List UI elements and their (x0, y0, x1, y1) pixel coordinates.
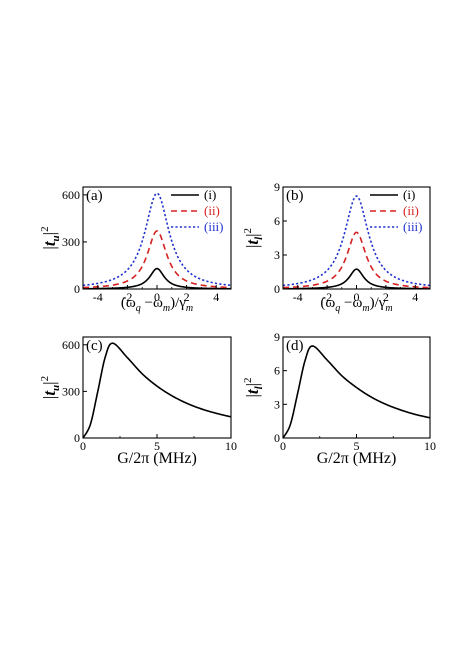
y-tick-label: 9 (274, 330, 280, 344)
series-line-ii (83, 230, 231, 289)
panel-letter: (c) (86, 338, 103, 354)
y-tick-label: 3 (274, 248, 280, 262)
series-line-0 (83, 342, 231, 438)
panel-a: -4 -2 0 2 4 0 300 600 (a) |tu|2 (ωq −ωm)/γm (i)(ii)… (39, 186, 232, 314)
legend-label: (ii) (204, 203, 220, 218)
y-tick-label: 9 (274, 180, 280, 194)
y-tick-label: 300 (62, 384, 80, 398)
x-tick-label: 0 (354, 290, 360, 304)
x-tick-label: -4 (93, 290, 103, 304)
series-line-i (83, 267, 231, 289)
y-tick-label: 6 (274, 364, 280, 378)
x-tick-label: 4 (213, 290, 219, 304)
y-tick-label: 0 (74, 282, 80, 296)
panel-letter: (a) (86, 188, 103, 204)
x-tick-label: 2 (383, 290, 389, 304)
x-tick-label: 2 (184, 290, 190, 304)
legend-label: (ii) (403, 203, 419, 218)
panel-letter: (b) (286, 188, 304, 204)
x-tick-label: -2 (122, 290, 132, 304)
x-tick-label: -4 (293, 290, 303, 304)
x-tick-label: 0 (80, 439, 86, 453)
series-line-ii (283, 231, 430, 289)
y-tick-label: 300 (62, 235, 80, 249)
y-tick-label: 600 (62, 338, 80, 352)
legend-label: (i) (403, 187, 415, 202)
panel-c: 0 5 10 0 300 600 (c) |tu|2 G/2π (MHz) (39, 336, 237, 467)
y-axis-label: |tl|2 (242, 377, 265, 397)
y-tick-label: 3 (274, 397, 280, 411)
y-tick-label: 600 (62, 188, 80, 202)
series-line-i (283, 268, 430, 289)
x-axis-label: G/2π (MHz) (117, 450, 197, 467)
y-tick-label: 0 (274, 431, 280, 445)
y-tick-label: 0 (274, 282, 280, 296)
x-tick-label: 0 (280, 439, 286, 453)
x-tick-label: 10 (424, 439, 436, 453)
series-line-iii (283, 195, 430, 287)
y-axis-label: |tl|2 (242, 228, 265, 248)
x-tick-label: 10 (225, 439, 237, 453)
legend-label: (i) (204, 187, 216, 202)
x-axis-label: G/2π (MHz) (317, 450, 397, 467)
legend-label: (iii) (204, 219, 224, 234)
legend-label: (iii) (403, 219, 423, 234)
y-tick-label: 6 (274, 214, 280, 228)
y-axis-label: |tu|2 (39, 376, 62, 399)
x-axis-label: (ωq −ωm)/γm (320, 295, 392, 314)
panel-b: -4 -2 0 2 4 0 3 6 9 (b) |tl|2 (ωq −ωm)/γm (i)(ii)(ii… (242, 180, 431, 314)
x-tick-label: 0 (154, 290, 160, 304)
y-axis-label: |tu|2 (39, 226, 62, 249)
x-tick-label: 5 (154, 439, 160, 453)
plot-frame (82, 336, 232, 439)
x-tick-label: -2 (322, 290, 332, 304)
x-axis-label: (ωq −ωm)/γm (121, 295, 193, 314)
panel-letter: (d) (286, 338, 304, 354)
x-tick-label: 5 (354, 439, 360, 453)
y-tick-label: 0 (74, 431, 80, 445)
series-line-0 (283, 345, 430, 438)
panel-d: 0 5 10 0 3 6 9 (d) |tl|2 G/2π (MHz) (242, 330, 436, 467)
x-tick-label: 4 (412, 290, 418, 304)
